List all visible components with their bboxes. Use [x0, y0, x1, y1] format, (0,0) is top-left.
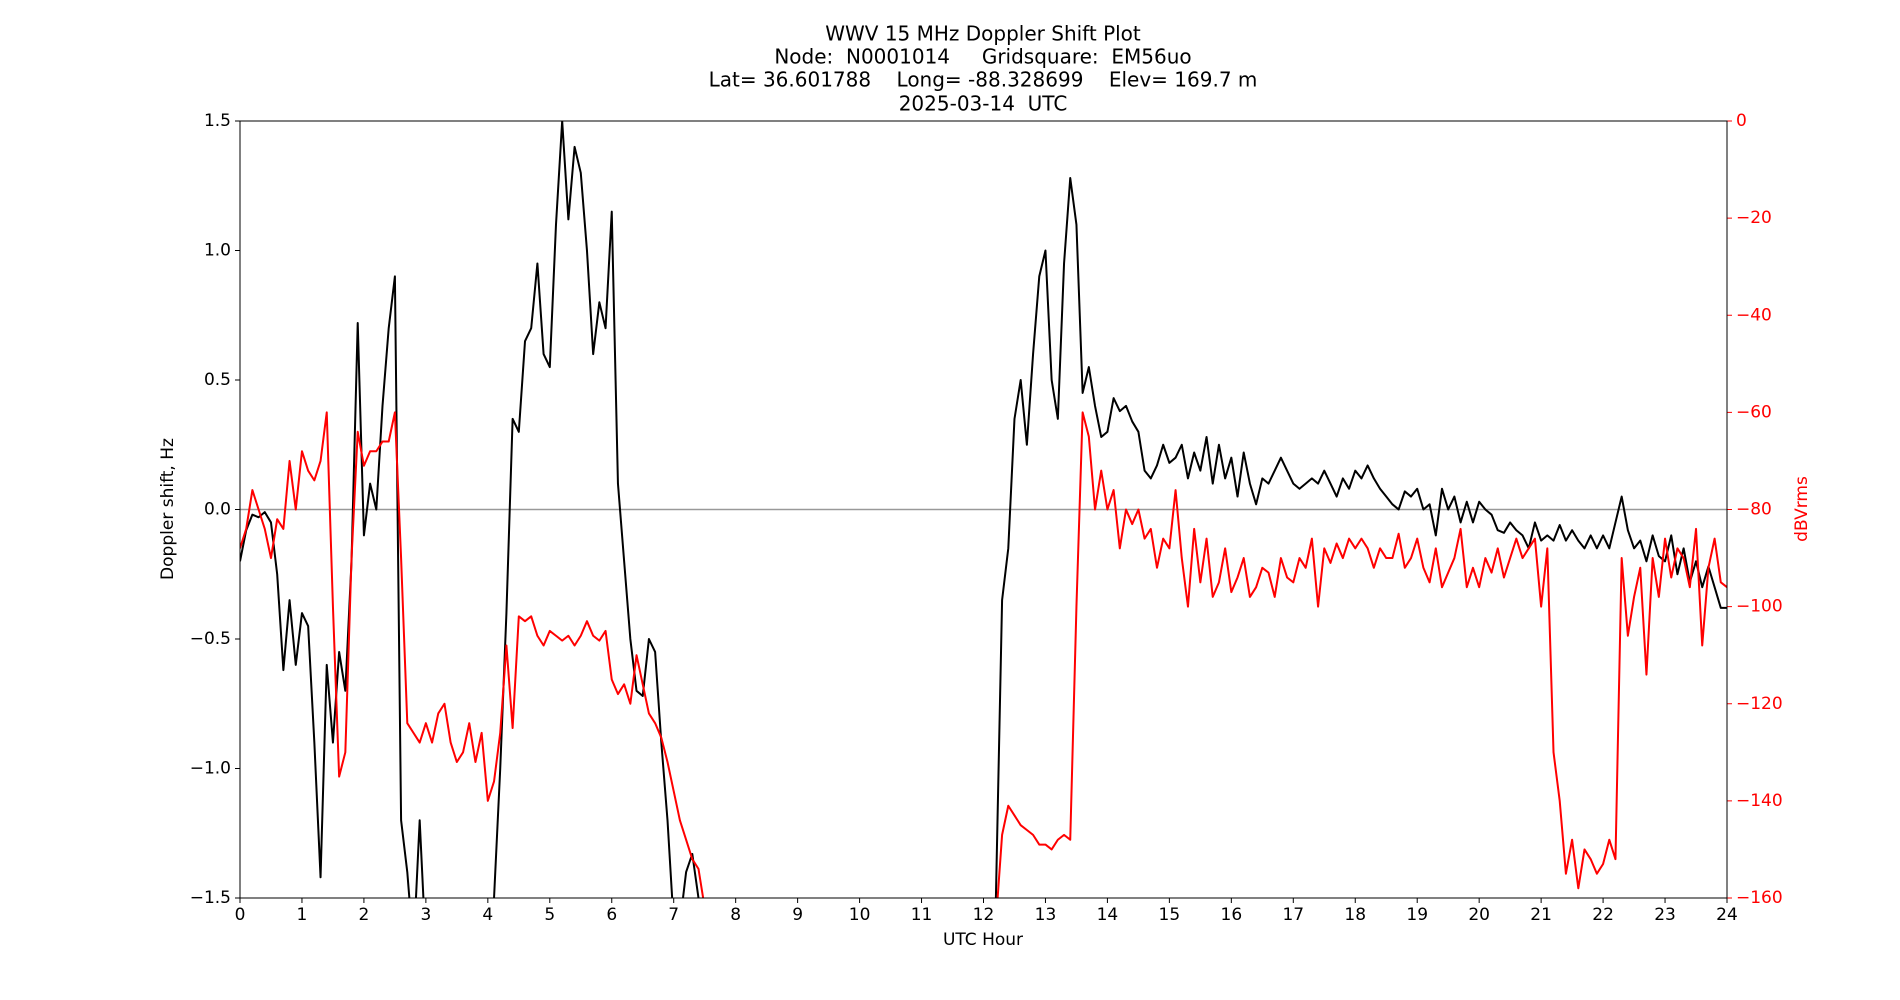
- y2-tick-label: −40: [1736, 305, 1772, 325]
- y2-tick-label: −120: [1736, 694, 1783, 714]
- x-tick-label: 11: [911, 905, 933, 925]
- chart-title: Lat= 36.601788 Long= -88.328699 Elev= 16…: [709, 68, 1258, 92]
- y2-tick-label: −80: [1736, 500, 1772, 520]
- x-tick-label: 5: [544, 905, 555, 925]
- y2-axis-label: dBVrms: [1792, 476, 1812, 542]
- x-tick-label: 12: [973, 905, 995, 925]
- x-axis-label: UTC Hour: [943, 930, 1023, 950]
- chart-title: Node: N0001014 Gridsquare: EM56uo: [774, 45, 1191, 69]
- x-tick-label: 10: [849, 905, 871, 925]
- x-tick-label: 7: [668, 905, 679, 925]
- x-tick-label: 2: [359, 905, 370, 925]
- y-tick-label: 1.5: [204, 111, 231, 131]
- plot-area: [240, 121, 1727, 898]
- chart-title: 2025-03-14 UTC: [899, 92, 1068, 116]
- y-tick-label: 0.5: [204, 370, 231, 390]
- y2-tick-label: −60: [1736, 402, 1772, 422]
- x-tick-label: 18: [1344, 905, 1366, 925]
- x-tick-label: 23: [1654, 905, 1676, 925]
- y2-tick-label: −20: [1736, 208, 1772, 228]
- y2-tick-label: 0: [1736, 111, 1747, 131]
- x-tick-label: 8: [730, 905, 741, 925]
- x-tick-label: 17: [1282, 905, 1304, 925]
- x-tick-label: 14: [1097, 905, 1119, 925]
- x-tick-label: 6: [606, 905, 617, 925]
- x-tick-label: 19: [1406, 905, 1428, 925]
- x-tick-label: 4: [482, 905, 493, 925]
- y2-tick-label: −160: [1736, 888, 1783, 908]
- y2-tick-label: −140: [1736, 791, 1783, 811]
- x-tick-label: 9: [792, 905, 803, 925]
- x-tick-label: 21: [1530, 905, 1552, 925]
- x-tick-label: 20: [1468, 905, 1490, 925]
- y-tick-label: −1.5: [190, 888, 231, 908]
- y-tick-label: −0.5: [190, 629, 231, 649]
- y2-tick-label: −100: [1736, 597, 1783, 617]
- y-tick-label: 0.0: [204, 500, 231, 520]
- y-tick-label: −1.0: [190, 759, 231, 779]
- x-tick-label: 1: [297, 905, 308, 925]
- x-tick-label: 22: [1592, 905, 1614, 925]
- y-tick-label: 1.0: [204, 241, 231, 261]
- x-tick-label: 15: [1159, 905, 1181, 925]
- x-tick-label: 24: [1716, 905, 1738, 925]
- x-tick-label: 16: [1221, 905, 1243, 925]
- data-line: [240, 411, 1727, 898]
- y-axis-label: Doppler shift, Hz: [158, 438, 178, 580]
- x-tick-label: 3: [420, 905, 431, 925]
- x-tick-label: 13: [1035, 905, 1057, 925]
- data-line: [240, 121, 1727, 898]
- axes-frame: [239, 120, 1728, 899]
- x-tick-label: 0: [235, 905, 246, 925]
- chart-title: WWV 15 MHz Doppler Shift Plot: [825, 22, 1141, 46]
